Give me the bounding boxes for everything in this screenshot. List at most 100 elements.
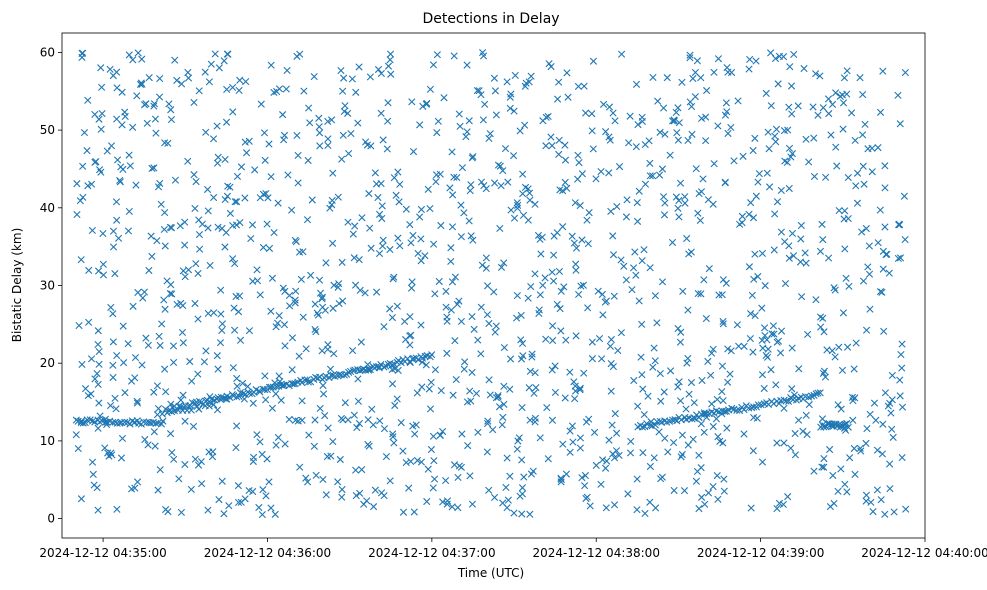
data-point bbox=[156, 74, 164, 83]
data-point bbox=[233, 172, 242, 181]
data-point bbox=[324, 424, 332, 432]
data-point bbox=[298, 397, 306, 405]
data-point bbox=[214, 365, 222, 373]
data-point bbox=[133, 397, 141, 405]
data-point bbox=[886, 460, 894, 468]
data-point bbox=[828, 100, 837, 108]
data-point bbox=[233, 374, 241, 383]
data-point bbox=[499, 167, 507, 175]
data-point bbox=[236, 336, 245, 344]
data-point bbox=[480, 181, 488, 190]
data-point bbox=[211, 50, 219, 58]
data-point bbox=[866, 305, 874, 313]
data-point bbox=[352, 466, 360, 474]
data-point bbox=[236, 218, 244, 227]
data-point bbox=[501, 144, 510, 153]
data-point bbox=[687, 248, 695, 256]
data-point bbox=[674, 324, 682, 333]
data-point bbox=[527, 72, 535, 80]
data-point bbox=[190, 171, 198, 179]
data-point bbox=[273, 87, 281, 96]
data-point bbox=[681, 199, 689, 207]
data-point bbox=[186, 357, 194, 366]
data-point bbox=[161, 242, 169, 250]
data-point bbox=[116, 178, 124, 186]
data-point bbox=[435, 277, 443, 286]
data-point bbox=[581, 482, 589, 490]
data-point bbox=[576, 384, 584, 392]
data-point bbox=[828, 347, 836, 355]
data-point bbox=[210, 309, 218, 317]
data-point bbox=[795, 365, 803, 373]
data-point bbox=[494, 391, 502, 400]
data-point bbox=[408, 98, 416, 106]
data-point bbox=[658, 278, 667, 286]
data-point bbox=[321, 306, 329, 314]
data-point bbox=[724, 378, 732, 386]
data-point bbox=[437, 221, 445, 230]
data-point bbox=[518, 484, 527, 492]
data-point bbox=[503, 454, 511, 462]
data-point bbox=[229, 83, 237, 92]
data-point bbox=[477, 350, 485, 358]
data-point bbox=[379, 236, 387, 244]
data-point bbox=[708, 349, 716, 357]
data-point bbox=[153, 237, 161, 245]
data-point bbox=[167, 106, 175, 114]
data-point bbox=[337, 66, 345, 75]
data-point bbox=[760, 324, 769, 332]
data-point bbox=[640, 410, 648, 419]
data-point bbox=[513, 199, 521, 207]
data-point bbox=[278, 381, 287, 390]
data-point bbox=[611, 117, 619, 125]
data-point bbox=[242, 77, 250, 86]
data-point bbox=[485, 376, 493, 384]
data-point bbox=[832, 89, 840, 97]
data-point bbox=[740, 406, 748, 414]
data-point bbox=[303, 376, 311, 384]
data-point bbox=[651, 504, 660, 512]
data-point bbox=[457, 201, 465, 209]
data-point bbox=[80, 128, 89, 137]
data-point bbox=[723, 424, 731, 432]
data-point bbox=[194, 269, 202, 278]
data-point bbox=[184, 157, 192, 165]
data-point bbox=[788, 344, 796, 352]
data-point bbox=[274, 199, 282, 207]
data-point bbox=[308, 196, 316, 204]
data-point bbox=[422, 361, 430, 369]
data-point bbox=[281, 440, 289, 448]
data-point bbox=[350, 254, 358, 262]
data-point bbox=[656, 369, 664, 378]
data-point bbox=[295, 352, 303, 360]
data-point bbox=[790, 391, 799, 399]
data-point bbox=[101, 418, 110, 426]
data-point bbox=[599, 456, 607, 464]
data-point bbox=[510, 509, 518, 517]
data-point bbox=[171, 176, 180, 184]
data-point bbox=[589, 57, 598, 65]
data-point bbox=[491, 87, 499, 95]
data-point bbox=[95, 347, 103, 356]
data-point bbox=[154, 405, 163, 413]
data-point bbox=[700, 428, 708, 436]
data-point bbox=[224, 50, 232, 58]
data-point bbox=[816, 313, 825, 321]
data-point bbox=[759, 344, 767, 352]
data-point bbox=[133, 478, 142, 486]
data-point bbox=[674, 383, 682, 391]
data-point bbox=[650, 344, 658, 352]
data-point bbox=[125, 51, 133, 59]
data-point bbox=[234, 498, 243, 507]
data-point bbox=[555, 150, 563, 158]
data-point bbox=[222, 118, 231, 126]
data-point bbox=[213, 352, 221, 360]
data-point bbox=[142, 334, 150, 342]
data-point bbox=[358, 214, 366, 222]
data-point bbox=[839, 99, 848, 107]
data-point bbox=[329, 169, 337, 177]
data-point bbox=[171, 56, 179, 64]
data-point bbox=[140, 101, 149, 109]
data-point bbox=[181, 241, 189, 249]
